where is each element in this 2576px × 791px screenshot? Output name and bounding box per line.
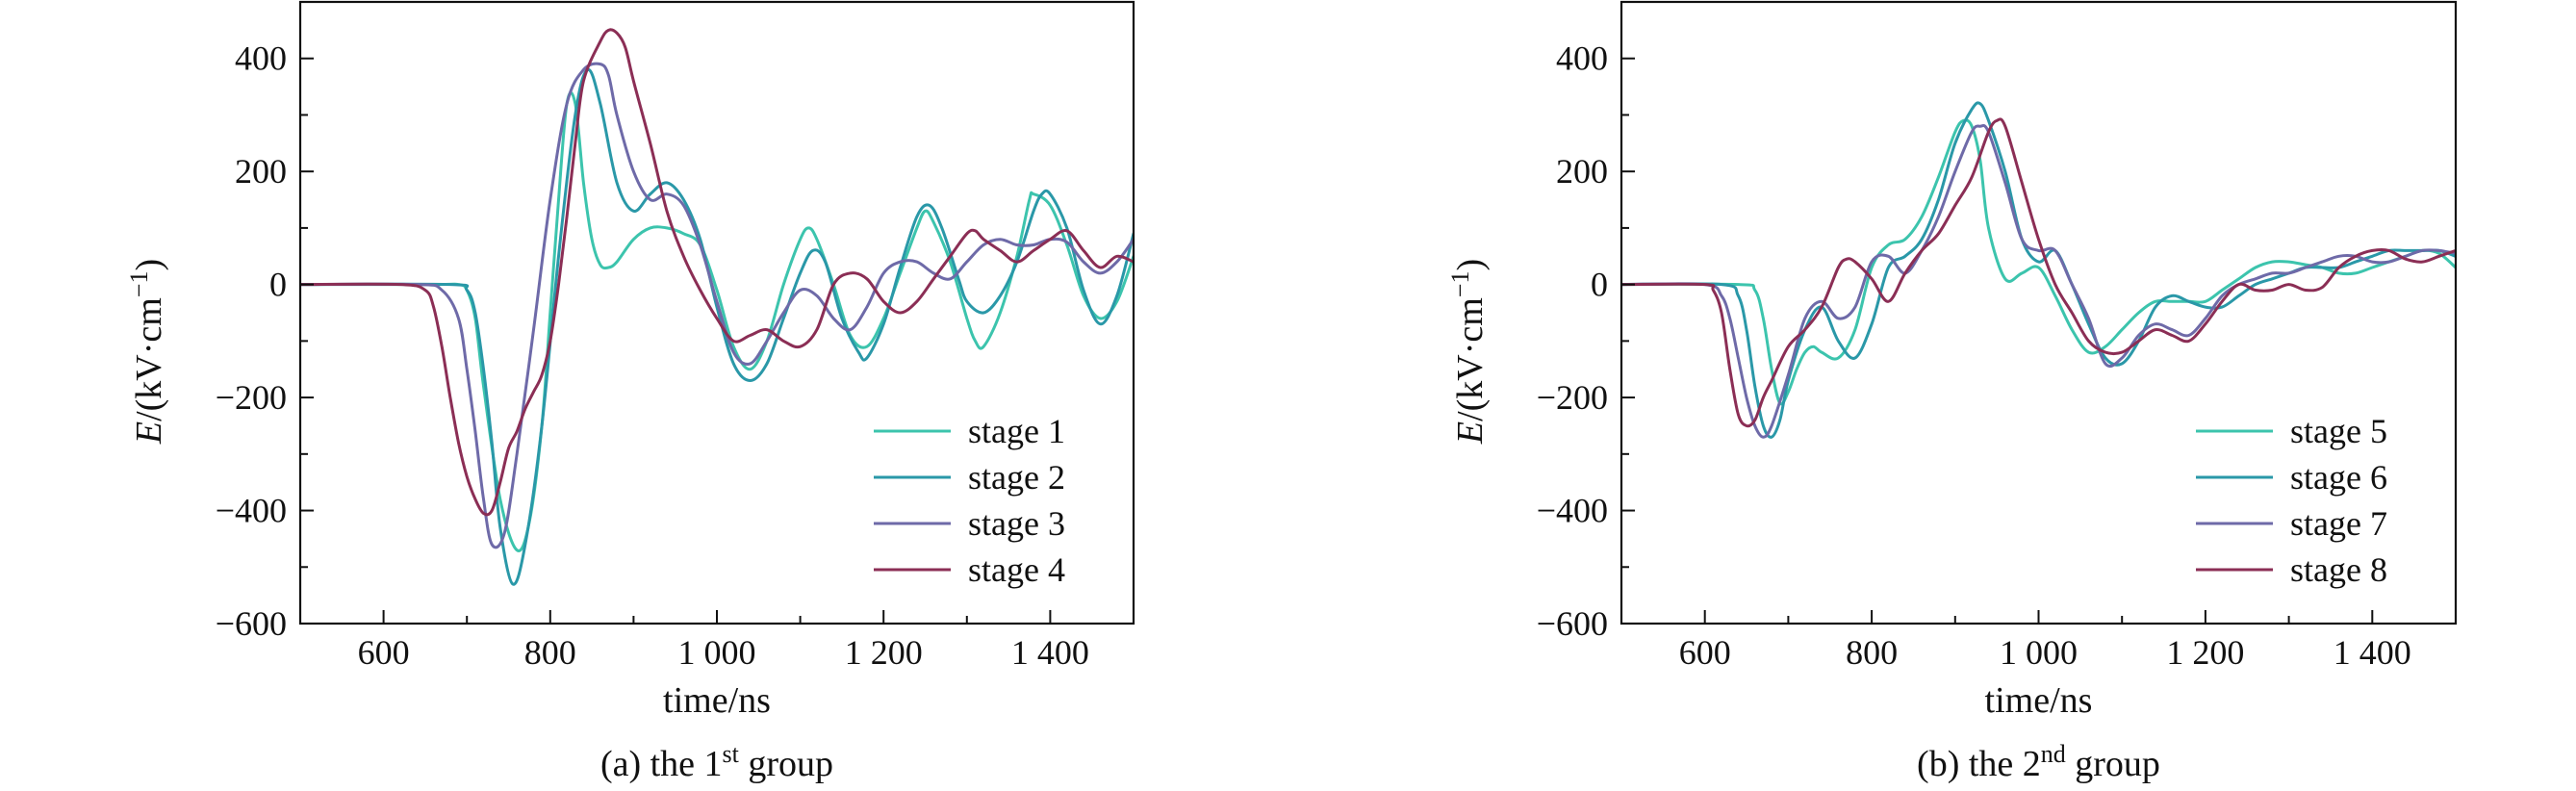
y-tick-label: 200 [235,152,287,191]
series-line-stage-4 [300,28,1134,517]
y-axis-label-close: ) [129,259,169,271]
legend: stage 5 stage 6 stage 7 stage 8 [2196,412,2387,589]
y-tick-label: −400 [1537,492,1608,530]
y-axis-label-close: ) [1450,259,1491,271]
y-axis-label: E/(kV·cm−1) [1446,259,1491,445]
x-tick-label: 1 400 [2334,633,2411,672]
y-tick-label: −200 [216,378,287,417]
y-axis-label-exponent: −1 [1446,271,1474,298]
x-tick-label: 800 [524,633,576,672]
y-tick-label: 200 [1556,152,1608,191]
y-tick-label: −200 [1537,378,1608,417]
y-axis-label-exponent: −1 [125,271,153,298]
x-axis-label: time/ns [663,680,771,721]
y-axis-label: E/(kV·cm−1) [125,259,169,445]
legend-label: stage 3 [968,504,1065,543]
x-tick-label: 600 [358,633,410,672]
legend-label: stage 1 [968,412,1065,450]
series-group [1621,101,2456,439]
legend-label: stage 5 [2290,412,2387,450]
legend-label: stage 8 [2290,550,2387,589]
x-tick-label: 600 [1679,633,1731,672]
caption-superscript: st [723,740,740,768]
panel-b: 600 800 1 000 1 200 1 400 −600 −400 −200 0 200 400… [1446,0,2458,784]
series-line-stage-2 [300,68,1134,586]
caption-suffix: group [2066,744,2160,784]
series-line-stage-8 [1621,117,2456,428]
y-tick-label: 0 [1591,266,1608,304]
caption-prefix: (b) the 2 [1917,744,2041,784]
legend-label: stage 7 [2290,504,2387,543]
y-tick-label: 400 [235,39,287,78]
x-axis-label: time/ns [1985,680,2093,721]
y-tick-label: 400 [1556,39,1608,78]
y-tick-label: 0 [269,266,287,304]
series-line-stage-7 [1621,123,2456,439]
legend-label: stage 6 [2290,458,2387,497]
x-tick-label: 1 400 [1011,633,1089,672]
y-tick-label: −600 [1537,604,1608,643]
y-axis-label-unit: /(kV·cm [129,297,169,421]
caption-superscript: nd [2041,740,2066,768]
legend-label: stage 4 [968,550,1065,589]
x-tick-label: 1 000 [678,633,756,672]
series-line-stage-6 [1621,101,2456,439]
series-group [300,28,1134,586]
y-axis-label-symbol: E [1450,421,1491,445]
caption-prefix: (a) the 1 [600,744,723,784]
panel-a: 600 800 1 000 1 200 1 400 −600 −400 −200 0 200 400… [125,0,1135,784]
x-tick-label: 1 200 [845,633,923,672]
y-axis-label-symbol: E [129,421,169,445]
y-axis-label-unit: /(kV·cm [1450,297,1491,421]
panel-caption: (a) the 1st group [600,740,833,784]
x-tick-label: 800 [1846,633,1898,672]
legend: stage 1 stage 2 stage 3 stage 4 [874,412,1065,589]
panel-caption: (b) the 2nd group [1917,740,2160,784]
x-tick-label: 1 200 [2166,633,2244,672]
x-tick-label: 1 000 [2000,633,2078,672]
y-tick-label: −400 [216,492,287,530]
y-tick-label: −600 [216,604,287,643]
caption-suffix: group [739,744,833,784]
legend-label: stage 2 [968,458,1065,497]
